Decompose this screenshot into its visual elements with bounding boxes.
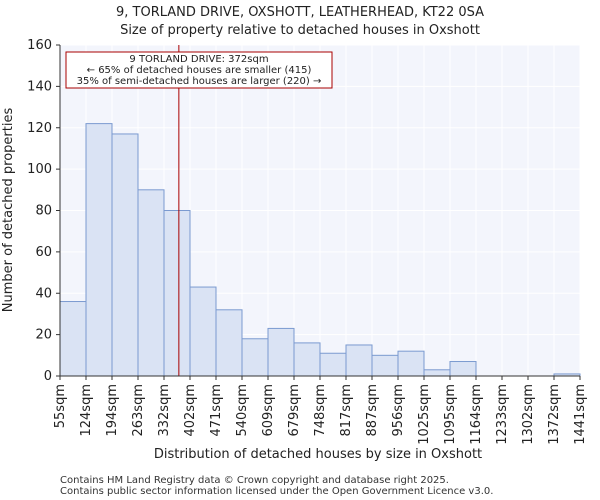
x-tick-label: 609sqm [261, 384, 276, 437]
x-tick-label: 817sqm [339, 384, 354, 437]
bar-956sqm [397, 350, 425, 377]
bar-1095sqm [449, 361, 477, 377]
x-tick-label: 956sqm [391, 384, 406, 437]
bar-332sqm [163, 210, 191, 377]
y-tick-label: 100 [27, 162, 52, 177]
bar-817sqm [345, 344, 373, 377]
annotation-line-3: 35% of semi-detached houses are larger (… [77, 76, 322, 87]
x-tick-label: 194sqm [105, 384, 120, 437]
y-tick-label: 20 [35, 328, 52, 343]
x-tick-label: 1164sqm [469, 384, 484, 445]
x-tick-label: 1025sqm [417, 384, 432, 445]
x-tick-label: 887sqm [365, 384, 380, 437]
x-tick-labels: 55sqm 124sqm 194sqm 263sqm 332sqm 402sqm 471sq… [53, 376, 588, 445]
y-tick-label: 0 [44, 369, 52, 384]
x-tick-label: 1233sqm [495, 384, 510, 445]
x-tick-label: 1302sqm [521, 384, 536, 445]
x-tick-label: 55sqm [53, 384, 68, 428]
y-tick-label: 140 [27, 79, 52, 94]
y-tick-label: 80 [35, 204, 52, 219]
y-tick-labels: 0 20 40 60 80 100 120 140 160 [27, 38, 60, 384]
y-tick-label: 40 [35, 286, 52, 301]
bar-540sqm [241, 338, 269, 377]
x-tick-label: 124sqm [79, 384, 94, 437]
x-tick-label: 1441sqm [573, 384, 588, 445]
annotation-box [65, 51, 333, 89]
x-axis-label: Distribution of detached houses by size … [154, 447, 482, 462]
y-axis-label: Number of detached properties [1, 108, 16, 313]
footer-line-2: Contains public sector information licen… [60, 486, 493, 497]
y-tick-label: 120 [27, 121, 52, 136]
bar-402sqm [189, 286, 217, 377]
y-tick-label: 60 [35, 245, 52, 260]
bar-748sqm [319, 352, 347, 377]
x-tick-label: 679sqm [287, 384, 302, 437]
bar-679sqm [293, 342, 321, 377]
bar-194sqm [111, 133, 139, 377]
y-tick-label: 160 [27, 38, 52, 53]
x-tick-label: 1372sqm [547, 384, 562, 445]
x-tick-label: 1095sqm [443, 384, 458, 445]
x-tick-label: 471sqm [209, 384, 224, 437]
x-tick-label: 748sqm [313, 384, 328, 437]
bar-263sqm [137, 189, 165, 377]
chart-title: 9, TORLAND DRIVE, OXSHOTT, LEATHERHEAD, … [116, 5, 484, 20]
bar-124sqm [85, 123, 113, 377]
bar-55sqm [59, 301, 87, 377]
chart-subtitle: Size of property relative to detached ho… [120, 23, 480, 38]
bars [59, 123, 581, 377]
x-tick-label: 402sqm [183, 384, 198, 437]
x-tick-label: 540sqm [235, 384, 250, 437]
bar-887sqm [371, 354, 399, 377]
bar-609sqm [267, 327, 295, 377]
annotation-line-2: ← 65% of detached houses are smaller (41… [87, 65, 312, 76]
bar-1025sqm [423, 369, 451, 377]
footer-line-1: Contains HM Land Registry data © Crown c… [60, 475, 449, 486]
x-tick-label: 263sqm [131, 384, 146, 437]
bar-471sqm [215, 309, 243, 377]
x-tick-label: 332sqm [157, 384, 172, 437]
marker-annotation: 9 TORLAND DRIVE: 372sqm ← 65% of detache… [65, 51, 333, 89]
annotation-line-1: 9 TORLAND DRIVE: 372sqm [129, 54, 268, 65]
